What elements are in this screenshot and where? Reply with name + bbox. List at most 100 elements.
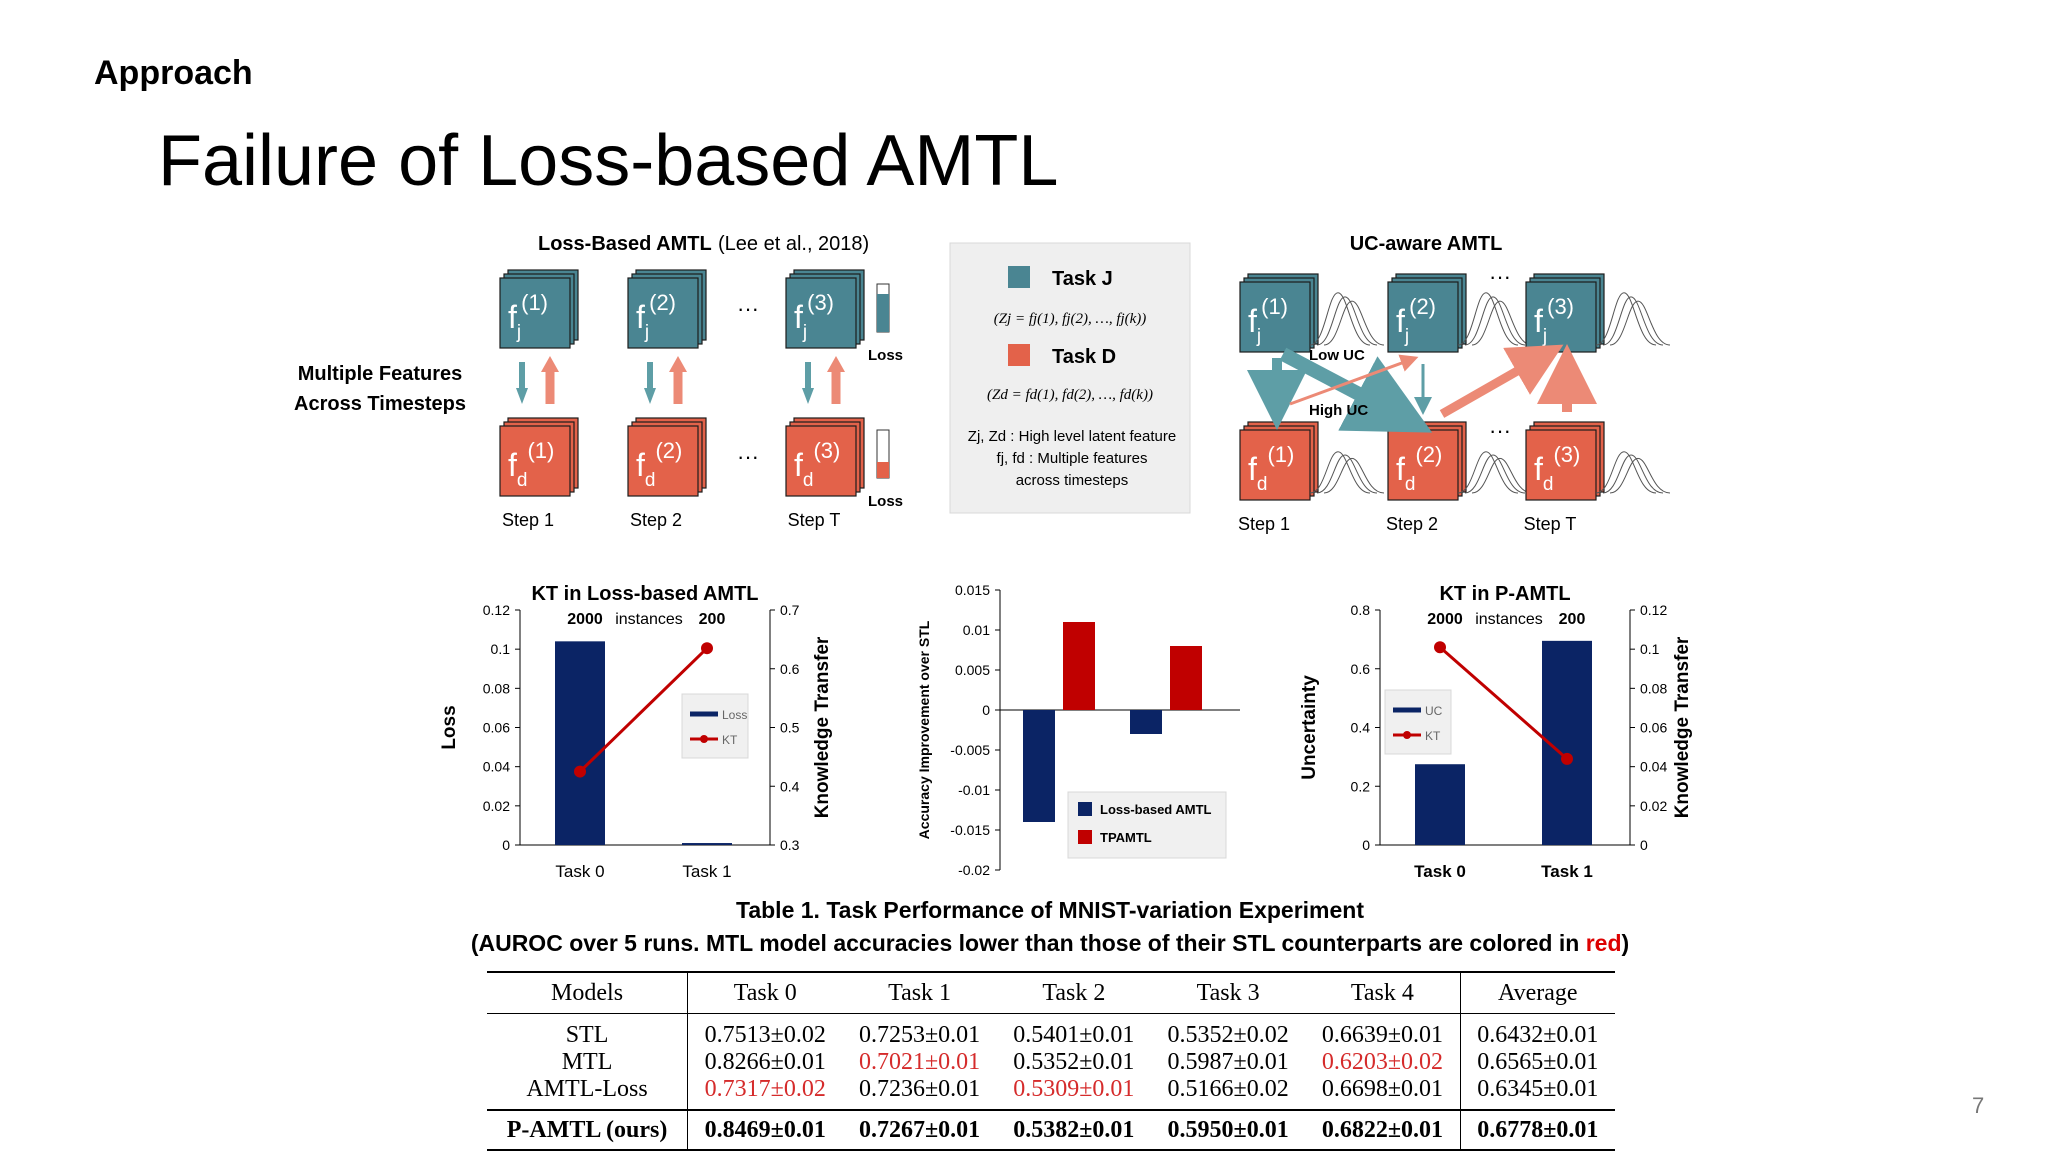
table-cell: 0.6822±0.01 — [1305, 1110, 1461, 1150]
side-label-1: Multiple Features — [298, 363, 462, 385]
table-cell: 0.5401±0.01 — [1013, 1022, 1135, 1048]
y2-axis-label: Knowledge Transfer — [1672, 636, 1693, 818]
legend-box — [949, 242, 1191, 514]
svg-text:KT: KT — [722, 733, 738, 747]
tick-label: 0.5 — [780, 720, 800, 736]
svg-text:200: 200 — [1559, 611, 1586, 628]
table-cell: 0.5987±0.01 — [1167, 1049, 1289, 1075]
section-heading: Approach — [94, 54, 253, 92]
category-label: Task 1 — [682, 862, 731, 881]
table-cell: 0.5950±0.01 — [1167, 1116, 1289, 1143]
high-uc-label: High UC — [1309, 402, 1368, 419]
tick-label: 0.2 — [1351, 778, 1371, 794]
tick-label: 0.06 — [483, 720, 510, 736]
task-d-formula: (Zd = fd(1), fd(2), …, fd(k)) — [987, 387, 1153, 403]
bar-series1-group1 — [1170, 646, 1202, 710]
table-cell: 0.6698±0.01 — [1305, 1076, 1461, 1110]
header-task2: Task 2 — [1042, 979, 1106, 1006]
legend-note-1: Zj, Zd : High level latent feature — [968, 428, 1176, 445]
tick-label: 0.4 — [780, 778, 800, 794]
header-task0: Task 0 — [733, 979, 797, 1006]
table-cell: 0.5382±0.01 — [1013, 1116, 1135, 1143]
table-subcaption: (AUROC over 5 runs. MTL model accuracies… — [0, 930, 2048, 957]
feature-label: fd(1) — [508, 438, 554, 491]
chart-title: KT in Loss-based AMTL — [531, 583, 758, 605]
bar-loss-0 — [555, 641, 605, 845]
legend-note-3: across timesteps — [1016, 472, 1129, 489]
uc-feature-fj-2: fj(2) — [1387, 273, 1467, 353]
table-cell: 0.6432±0.01 — [1477, 1022, 1599, 1048]
feature-label: fj(2) — [1396, 294, 1436, 347]
svg-text:···: ··· — [737, 296, 759, 321]
feature-fd-1: fd(1) — [499, 417, 579, 497]
chart-legend: Loss-based AMTL TPAMTL — [1067, 791, 1227, 859]
table-header-row: Models Task 0 Task 1 Task 2 Task 3 Task … — [487, 972, 1615, 1014]
row-model: AMTL-Loss — [487, 1076, 689, 1110]
tick-label: 0.02 — [1640, 798, 1667, 814]
table-cell: 0.5166±0.02 — [1167, 1076, 1289, 1102]
feature-label: fj(3) — [794, 290, 834, 343]
table-row-ours: P-AMTL (ours) 0.8469±0.01 0.7267±0.01 0.… — [487, 1110, 1615, 1150]
feature-label: fj(1) — [1248, 294, 1288, 347]
page-number: 7 — [1972, 1093, 1985, 1118]
legend-note-2: fj, fd : Multiple features — [997, 450, 1148, 467]
tick-label: 0.005 — [955, 662, 990, 678]
y-axis-label: Uncertainty — [1299, 675, 1320, 780]
tick-label: 0.4 — [1351, 720, 1371, 736]
feature-label: fd(2) — [1396, 442, 1442, 495]
bar-uc-0 — [1415, 764, 1465, 845]
tick-label: 0.02 — [483, 798, 510, 814]
table-cell: 0.5309±0.01 — [1013, 1076, 1135, 1102]
header-task1: Task 1 — [888, 979, 952, 1006]
header-task4: Task 4 — [1305, 972, 1461, 1014]
svg-text:2000: 2000 — [1427, 611, 1463, 628]
table-cell: 0.5352±0.02 — [1167, 1022, 1289, 1048]
right-feature-stacks: fj(1) fd(1) Step 1 fj(2) fd(2) Step 2 fj(3) fd(… — [1238, 264, 1671, 534]
feature-label: fj(3) — [1534, 294, 1574, 347]
svg-text:KT: KT — [1425, 729, 1441, 743]
category-label: Task 0 — [1414, 862, 1466, 881]
tick-label: 0 — [1362, 837, 1370, 853]
task-j-swatch — [1008, 266, 1030, 288]
chart-kt-loss-based: 0 0.02 0.04 0.06 0.08 0.1 0.12 0.3 0.4 0.5 0.6 0.7 K… — [439, 583, 833, 881]
svg-text:···: ··· — [1489, 264, 1511, 289]
uc-feature-fd-1: fd(1) — [1239, 421, 1319, 501]
feature-label: fd(3) — [794, 438, 840, 491]
tick-label: 0.12 — [1640, 602, 1667, 618]
header-average: Average — [1498, 979, 1578, 1006]
tick-label: 0.015 — [955, 582, 990, 598]
table-cell: 0.5352±0.01 — [1013, 1049, 1135, 1075]
results-table: Models Task 0 Task 1 Task 2 Task 3 Task … — [487, 971, 1615, 1151]
tick-label: 0 — [982, 702, 990, 718]
step-label: Step 2 — [1386, 514, 1438, 534]
svg-text:TPAMTL: TPAMTL — [1100, 830, 1152, 845]
table-cell: 0.7513±0.02 — [704, 1022, 826, 1048]
chart-title: KT in P-AMTL — [1439, 583, 1570, 605]
bar-series0-group1 — [1130, 710, 1162, 734]
uc-feature-fj-3: fj(3) — [1525, 273, 1605, 353]
tick-label: 0.04 — [1640, 759, 1667, 775]
svg-text:200: 200 — [699, 611, 726, 628]
kt-line — [1439, 646, 1568, 760]
table-cell: 0.7021±0.01 — [858, 1049, 981, 1075]
table-caption: Table 1. Task Performance of MNIST-varia… — [736, 897, 1364, 923]
feature-label: fd(1) — [1248, 442, 1294, 495]
step-label: Step 2 — [630, 510, 682, 530]
left-diagram-cite: (Lee et al., 2018) — [718, 233, 869, 255]
table-cell: 0.8266±0.01 — [704, 1049, 826, 1075]
chart-legend: Loss KT — [681, 693, 749, 759]
kt-point-1 — [1561, 752, 1573, 765]
kt-point-0 — [574, 765, 586, 778]
feature-fj-2: fj(2) — [627, 269, 707, 349]
left-feature-stacks: fj(1) fd(1) Step 1 fj(2) fd(2) Step 2 fj(3) fd(… — [499, 269, 903, 530]
subcaption-close: ) — [1621, 930, 1630, 956]
kt-line — [578, 647, 709, 773]
table-cell: 0.7267±0.01 — [858, 1116, 981, 1143]
chart-legend: UC KT — [1384, 689, 1452, 755]
svg-text:UC: UC — [1425, 704, 1443, 718]
tick-label: 0.1 — [1640, 641, 1660, 657]
uc-feature-fd-3: fd(3) — [1525, 421, 1605, 501]
table-cell: 0.6639±0.01 — [1305, 1013, 1461, 1049]
side-label-2: Across Timesteps — [294, 393, 466, 415]
y2-axis-label: Knowledge Transfer — [812, 636, 833, 818]
